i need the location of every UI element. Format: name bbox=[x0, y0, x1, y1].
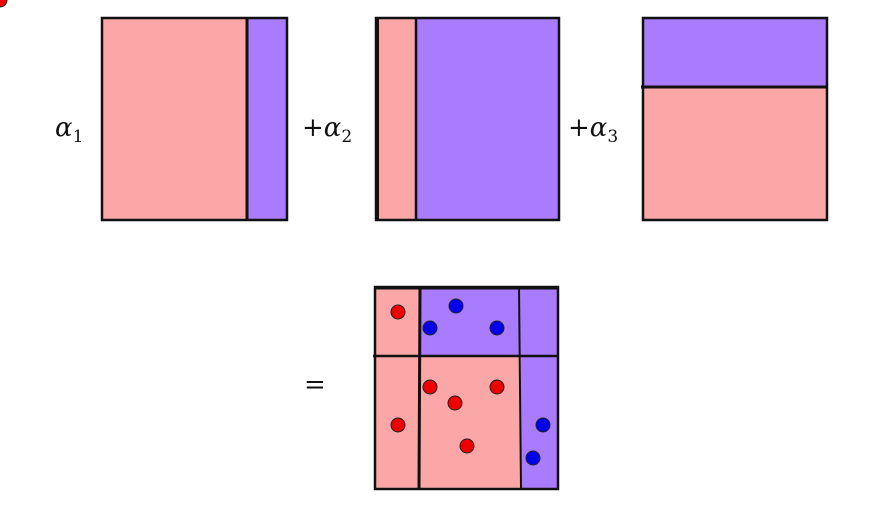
red-point bbox=[459, 438, 475, 454]
blue-point bbox=[489, 320, 505, 336]
weak-classifier-2 bbox=[374, 16, 561, 222]
blue-point bbox=[525, 450, 541, 466]
red-point bbox=[447, 395, 463, 411]
weak-classifier-1 bbox=[100, 16, 289, 222]
red-point bbox=[390, 304, 406, 320]
alpha-2-label: +α2 bbox=[302, 113, 352, 147]
red-point bbox=[0, 0, 8, 8]
blue-point bbox=[448, 298, 464, 314]
red-point bbox=[422, 379, 438, 395]
weak-classifier-3 bbox=[641, 16, 829, 222]
data-points bbox=[0, 0, 551, 466]
blue-point bbox=[535, 417, 551, 433]
combined-classifier bbox=[373, 285, 560, 491]
red-point bbox=[390, 417, 406, 433]
red-point bbox=[489, 379, 505, 395]
blue-point bbox=[422, 320, 438, 336]
equals-sign: = bbox=[304, 370, 326, 400]
alpha-3-label: +α3 bbox=[568, 113, 618, 147]
alpha-1-label: α1 bbox=[55, 113, 83, 147]
